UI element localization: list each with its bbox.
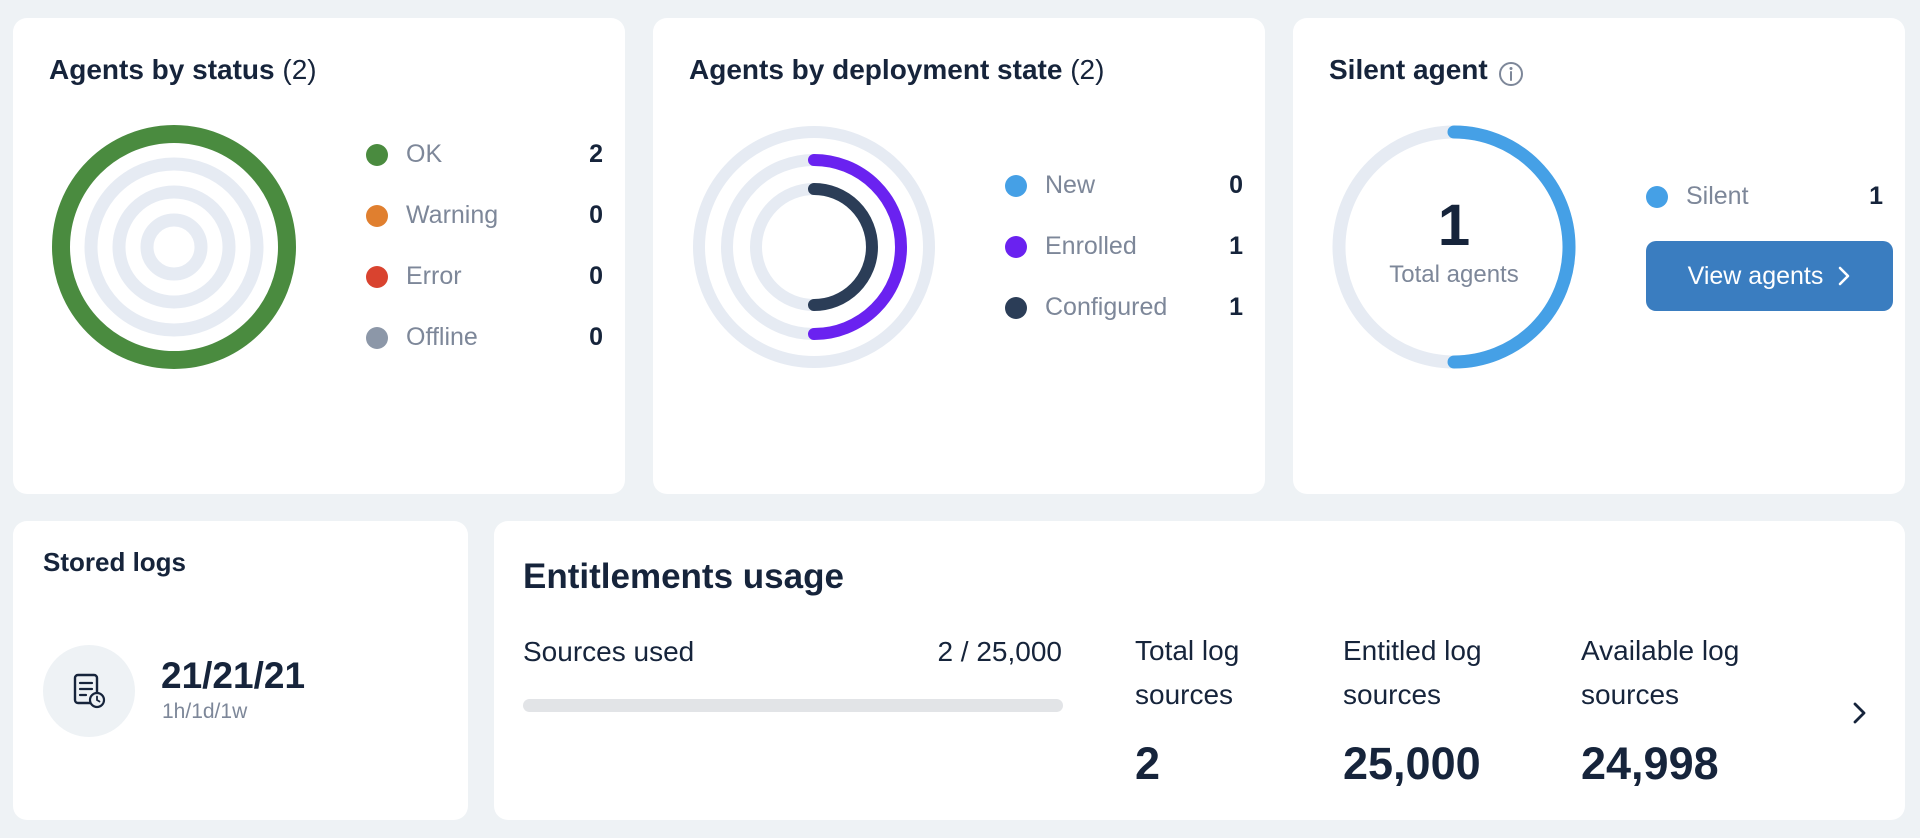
legend-value-configured: 1: [1229, 293, 1243, 321]
offline-dot-icon: [366, 326, 388, 349]
ring-configured-arc: [808, 183, 878, 311]
legend-value-error: 0: [589, 262, 603, 290]
stat-value: 2: [1135, 738, 1161, 789]
ring-enrolled-arc: [808, 154, 907, 340]
stored-logs-subtitle: 1h/1d/1w: [162, 700, 248, 723]
silent-ring-arc: [1447, 125, 1576, 369]
legend-item-silent[interactable]: Silent: [1646, 182, 1749, 211]
chevron-right-icon: [1839, 266, 1850, 286]
total-agents-label: Total agents: [1389, 261, 1519, 288]
ring-offline: [140, 213, 208, 281]
legend-item-offline[interactable]: Offline: [366, 323, 478, 352]
log-document-icon: [73, 673, 106, 709]
silent-donut-chart: [1329, 122, 1579, 372]
stored-logs-value: 21/21/21: [161, 655, 306, 696]
enrolled-dot-icon: [1005, 235, 1027, 258]
ring-error: [112, 185, 236, 309]
legend-item-enrolled[interactable]: Enrolled: [1005, 232, 1137, 261]
ring-new-track: [693, 126, 935, 368]
logs-icon-badge: [43, 645, 135, 737]
legend-value-ok: 2: [589, 140, 603, 168]
entitlements-usage-card: Entitlements usage Sources used 2 / 25,0…: [494, 521, 1905, 820]
stored-logs-card: Stored logs 21/21/21 1h/1d/1w: [13, 521, 468, 820]
status-donut-chart: [49, 122, 299, 372]
card-title: Silent agent: [1329, 54, 1488, 85]
legend-value-new: 0: [1229, 171, 1243, 199]
legend-item-ok[interactable]: OK: [366, 140, 442, 169]
silent-dot-icon: [1646, 185, 1668, 208]
ring-ok: [52, 125, 296, 369]
legend-item-error[interactable]: Error: [366, 262, 462, 291]
chevron-right-icon[interactable]: [1851, 700, 1869, 726]
legend-item-configured[interactable]: Configured: [1005, 293, 1167, 322]
configured-dot-icon: [1005, 296, 1027, 319]
stat-value: 24,998: [1581, 738, 1719, 789]
card-title: Stored logs: [43, 547, 187, 577]
ok-dot-icon: [366, 143, 388, 166]
card-title: Agents by status (2): [49, 54, 317, 85]
legend-value-silent: 1: [1869, 182, 1883, 210]
error-dot-icon: [366, 265, 388, 288]
view-agents-button[interactable]: View agents: [1646, 241, 1893, 311]
info-icon[interactable]: [1498, 61, 1524, 87]
stat-value: 25,000: [1343, 738, 1481, 789]
ring-warning: [84, 157, 264, 337]
legend-value-enrolled: 1: [1229, 232, 1243, 260]
new-dot-icon: [1005, 174, 1027, 197]
agents-by-deployment-card: Agents by deployment state (2) New 0 Enr…: [653, 18, 1265, 494]
legend-item-warning[interactable]: Warning: [366, 201, 498, 230]
sources-used-value: 2 / 25,000: [937, 636, 1062, 667]
warning-dot-icon: [366, 204, 388, 227]
sources-used-label: Sources used: [523, 636, 695, 667]
legend-item-new[interactable]: New: [1005, 171, 1095, 200]
deployment-donut-chart: [689, 122, 939, 372]
agents-by-status-card: Agents by status (2) OK 2 Warning 0 Erro…: [13, 18, 625, 494]
card-title: Entitlements usage: [523, 557, 844, 596]
card-title: Agents by deployment state (2): [689, 54, 1105, 85]
total-agents-value: 1: [1437, 193, 1471, 258]
silent-agent-card: Silent agent 1 Total agents Silent 1 Vie…: [1293, 18, 1905, 494]
legend-value-offline: 0: [589, 323, 603, 351]
sources-usage-bar: [523, 699, 1063, 712]
legend-value-warning: 0: [589, 201, 603, 229]
